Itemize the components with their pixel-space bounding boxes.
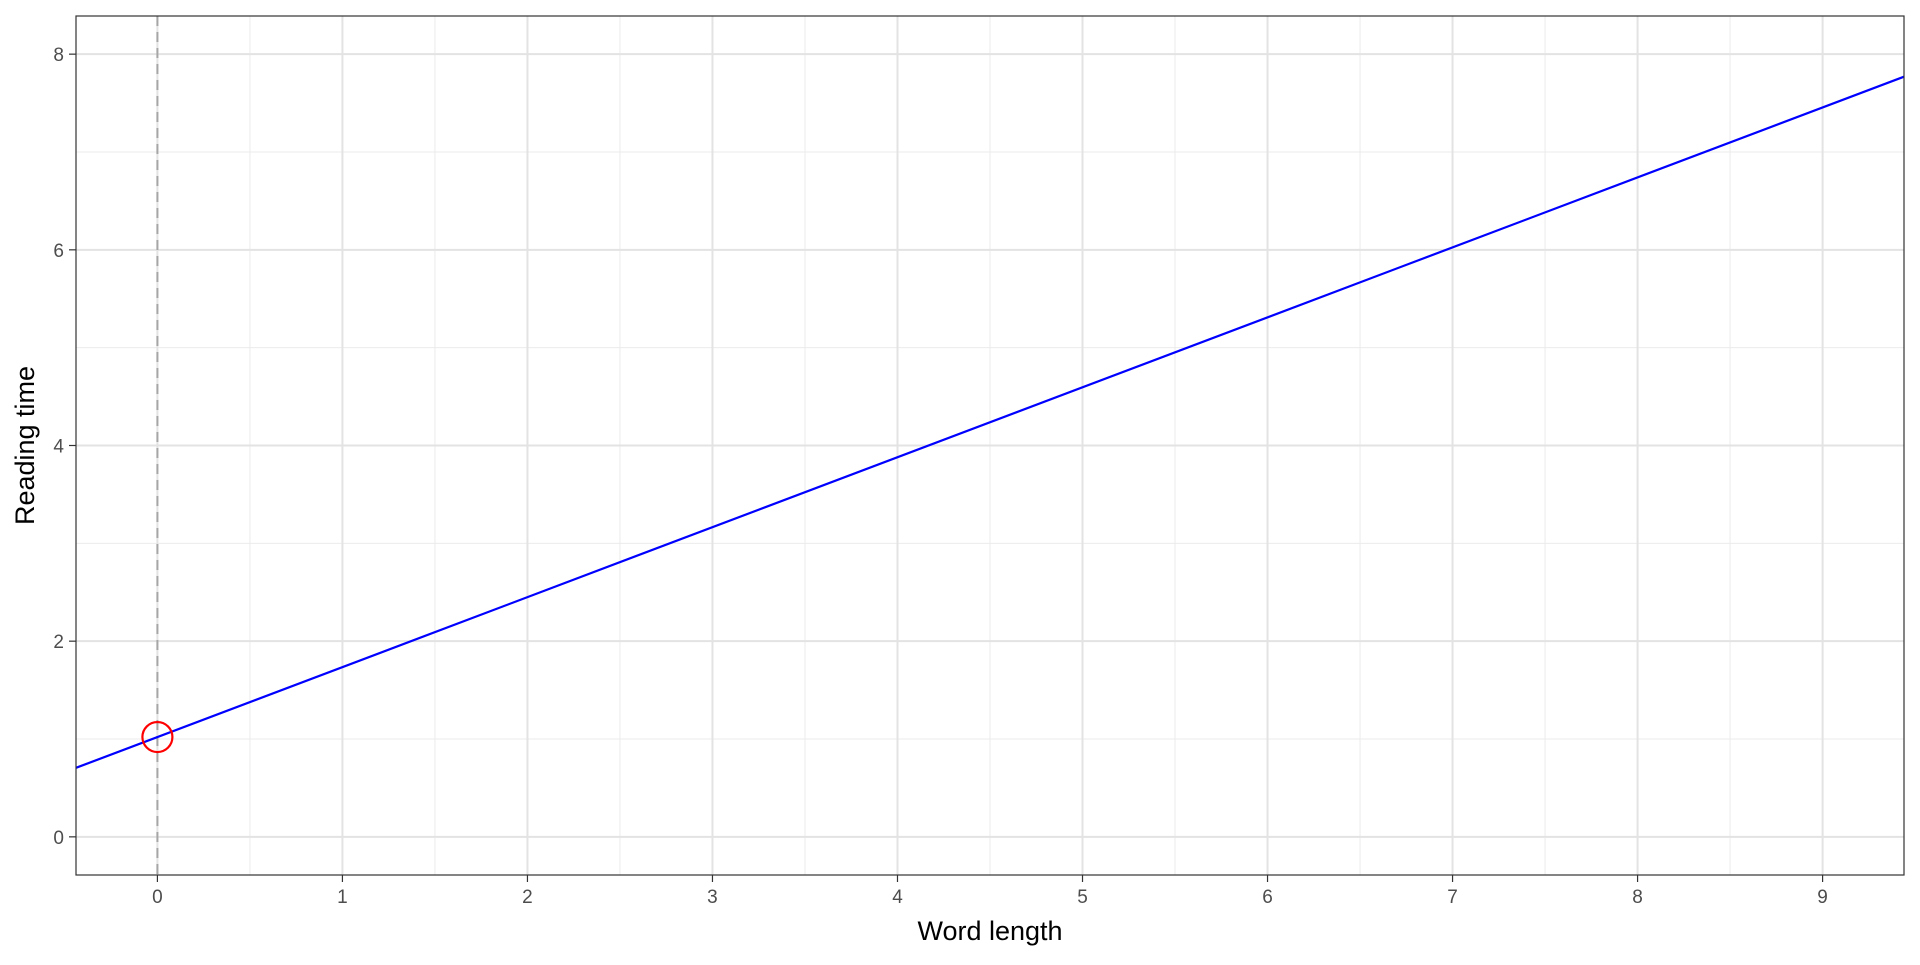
- x-tick-label: 8: [1632, 887, 1643, 908]
- regression-line: [75, 75, 1905, 769]
- y-axis-title: Reading time: [10, 366, 40, 525]
- y-tick-label: 8: [53, 45, 64, 66]
- x-tick-label: 5: [1077, 887, 1088, 908]
- x-axis: 0 1 2 3 4 5 6 7 8 9: [152, 875, 1828, 908]
- series-layer: [75, 75, 1905, 769]
- x-tick-label: 2: [522, 887, 533, 908]
- y-tick-label: 6: [53, 241, 64, 262]
- x-tick-label: 9: [1817, 887, 1828, 908]
- annotation-layer: [141, 720, 174, 754]
- x-tick-label: 0: [152, 887, 163, 908]
- intercept-circle-marker: [141, 720, 174, 754]
- x-tick-label: 6: [1262, 887, 1273, 908]
- y-axis: 0 2 4 6 8: [53, 45, 76, 849]
- x-tick-label: 1: [337, 887, 348, 908]
- y-tick-label: 4: [53, 437, 64, 458]
- y-tick-label: 2: [53, 632, 64, 653]
- x-tick-label: 3: [707, 887, 718, 908]
- x-tick-label: 4: [892, 887, 903, 908]
- x-tick-label: 7: [1447, 887, 1458, 908]
- major-gridlines: [76, 16, 1904, 875]
- x-axis-title: Word length: [917, 916, 1062, 946]
- y-tick-label: 0: [53, 828, 64, 849]
